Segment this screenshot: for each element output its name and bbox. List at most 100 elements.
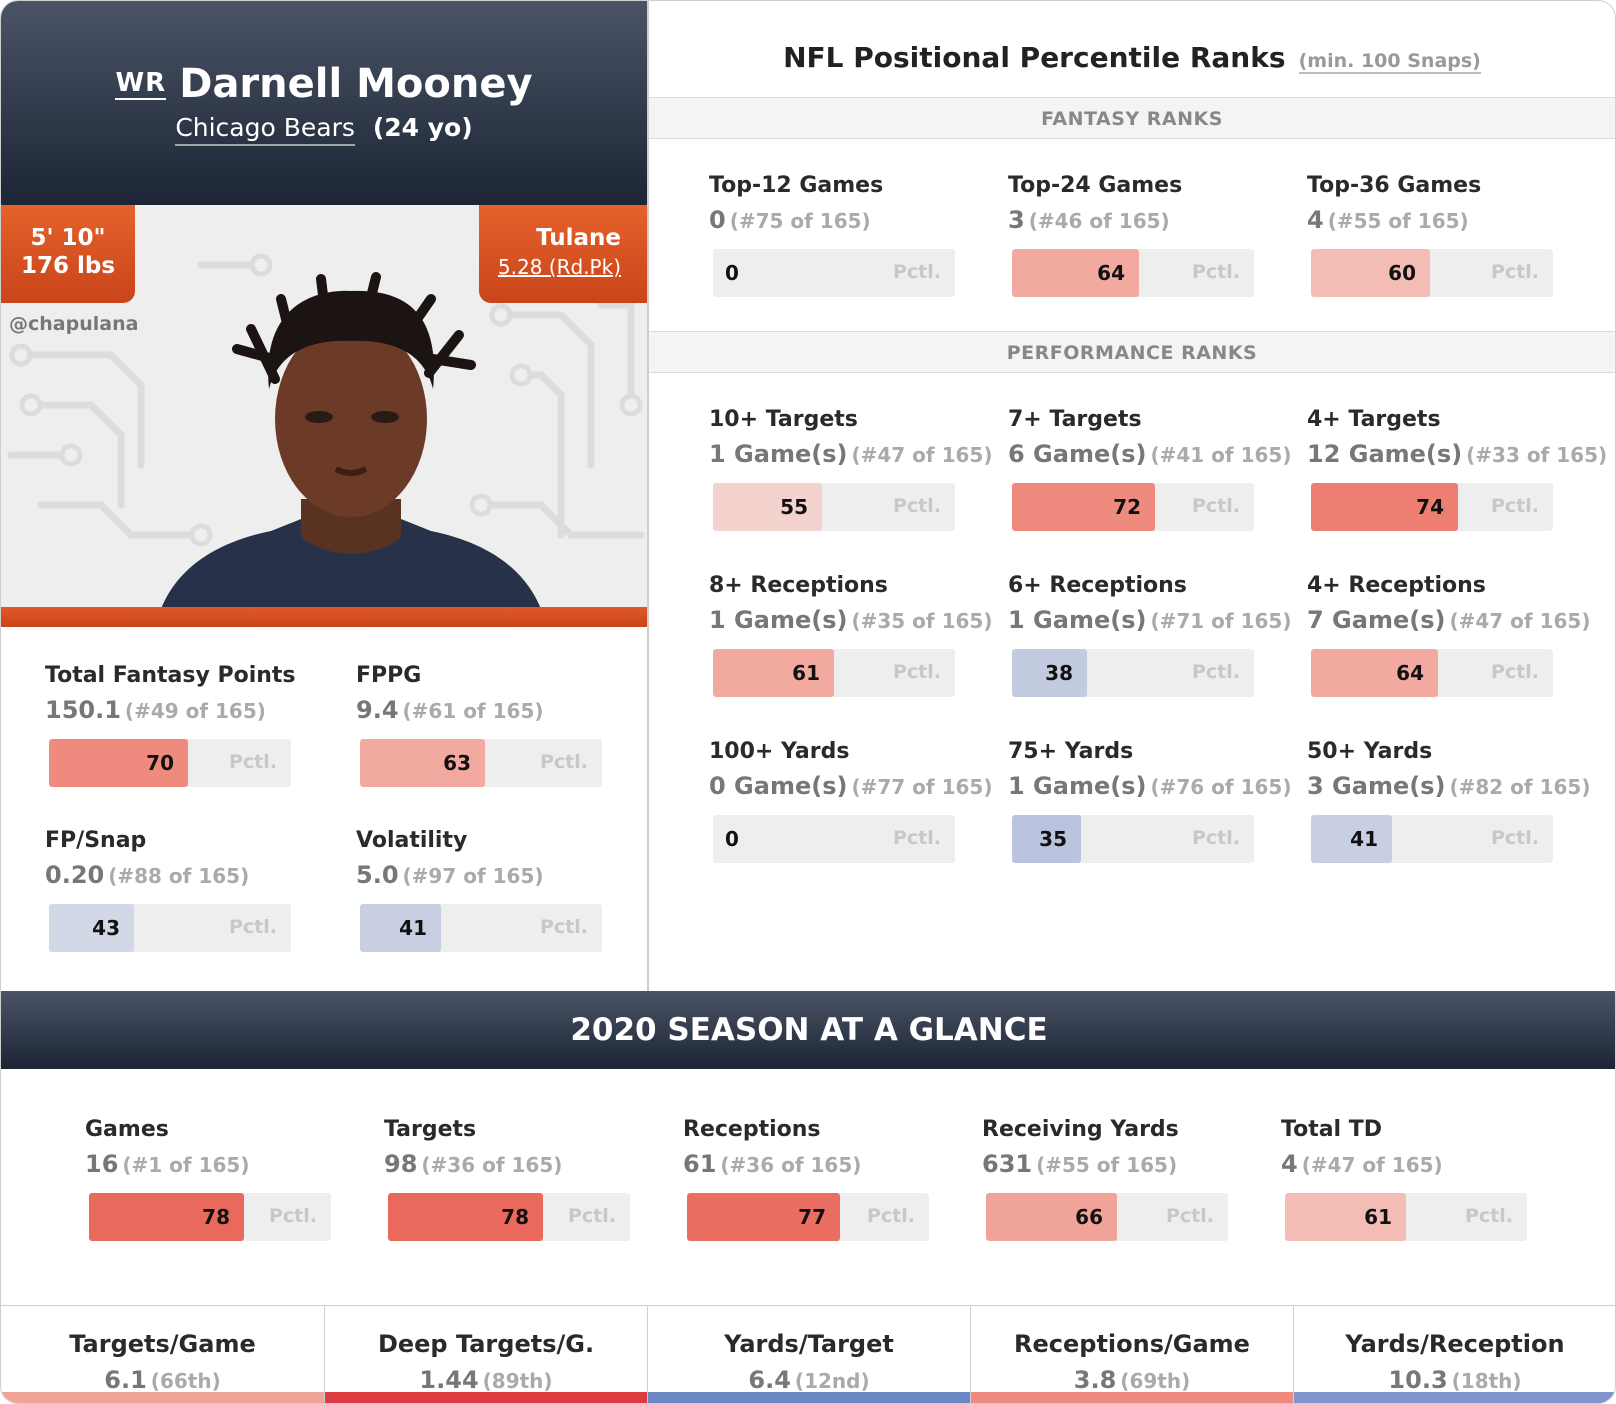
rank-value: 1 Game(s) (#76 of 165) <box>1008 772 1292 800</box>
percentile-value: 35 <box>1039 827 1067 851</box>
efficiency-label: Targets/Game <box>69 1330 256 1358</box>
rank-position: (#41 of 165) <box>1150 443 1292 467</box>
efficiency-value: 6.4 (12nd) <box>748 1366 870 1394</box>
stat-tile-fppg: FPPG 9.4 (#61 of 165) 63 Pctl. <box>356 663 606 803</box>
percentile-fill <box>360 904 441 952</box>
percentile-value: 70 <box>146 751 174 775</box>
percentile-bar: 41 Pctl. <box>360 904 602 952</box>
rank-tile-100-yards: 100+ Yards 0 Game(s) (#77 of 165) 0 Pctl. <box>709 739 993 879</box>
efficiency-value: 1.44 (89th) <box>419 1366 553 1394</box>
rank-position: (#47 of 165) <box>851 443 993 467</box>
rank-value: 1 Game(s) (#47 of 165) <box>709 440 993 468</box>
rank-label: 50+ Yards <box>1307 739 1433 764</box>
efficiency-label: Deep Targets/G. <box>377 1330 595 1358</box>
team-row: Chicago Bears (24 yo) <box>1 113 647 146</box>
rank-value: 1 Game(s) (#71 of 165) <box>1008 606 1292 634</box>
season-label: Games <box>85 1117 169 1142</box>
player-height: 5' 10" <box>30 225 106 251</box>
percentile-value: 64 <box>1097 261 1125 285</box>
vertical-divider <box>647 1 649 991</box>
player-college: Tulane <box>536 225 621 251</box>
efficiency-cell-targets-per-game: Targets/Game 6.1 (66th) <box>1 1306 324 1403</box>
pctl-label: Pctl. <box>866 1205 915 1227</box>
rank-position: (#47 of 165) <box>1449 609 1591 633</box>
pctl-label: Pctl. <box>539 916 588 938</box>
pctl-label: Pctl. <box>1490 495 1539 517</box>
efficiency-rank: (69th) <box>1120 1369 1191 1393</box>
percentile-value: 78 <box>202 1205 230 1229</box>
rank-position: (#33 of 165) <box>1466 443 1608 467</box>
rank-position: (#75 of 165) <box>729 209 871 233</box>
draft-pick-link[interactable]: 5.28 (Rd.Pk) <box>497 255 621 279</box>
rank-tile-top36: Top-36 Games 4 (#55 of 165) 60 Pctl. <box>1307 173 1557 313</box>
percentile-bar: 66 Pctl. <box>986 1193 1228 1241</box>
player-name-row: WR Darnell Mooney <box>1 61 647 107</box>
rank-tile-4-receptions: 4+ Receptions 7 Game(s) (#47 of 165) 64 Pc… <box>1307 573 1590 713</box>
rank-label: 6+ Receptions <box>1008 573 1187 598</box>
efficiency-rank: (12nd) <box>794 1369 870 1393</box>
season-label: Receiving Yards <box>982 1117 1179 1142</box>
rank-tile-top24: Top-24 Games 3 (#46 of 165) 64 Pctl. <box>1008 173 1258 313</box>
season-value: 631 (#55 of 165) <box>982 1150 1178 1178</box>
efficiency-cell-yards-per-target: Yards/Target 6.4 (12nd) <box>647 1306 970 1403</box>
team-link[interactable]: Chicago Bears <box>175 113 355 146</box>
rank-value: 4 (#55 of 165) <box>1307 206 1469 234</box>
pctl-label: Pctl. <box>228 751 277 773</box>
percentile-bar: 70 Pctl. <box>49 739 291 787</box>
percentile-value: 41 <box>1350 827 1378 851</box>
stat-label: FP/Snap <box>45 828 147 853</box>
percentile-fill <box>1311 483 1458 531</box>
percentile-value: 77 <box>798 1205 826 1229</box>
percentile-fill <box>89 1193 244 1241</box>
rank-position: (#46 of 165) <box>1028 209 1170 233</box>
efficiency-cell-deep-targets: Deep Targets/G. 1.44 (89th) <box>324 1306 647 1403</box>
season-value: 4 (#47 of 165) <box>1281 1150 1443 1178</box>
percentile-fill <box>1311 249 1430 297</box>
percentile-bar: 61 Pctl. <box>713 649 955 697</box>
percentile-bar: 63 Pctl. <box>360 739 602 787</box>
pctl-label: Pctl. <box>892 661 941 683</box>
performance-ranks-header: PERFORMANCE RANKS <box>649 331 1615 373</box>
percentile-fill <box>1012 249 1139 297</box>
percentile-value: 61 <box>1364 1205 1392 1229</box>
percentile-value: 78 <box>501 1205 529 1229</box>
fantasy-ranks-header: FANTASY RANKS <box>649 97 1615 139</box>
rank-value: 0 Game(s) (#77 of 165) <box>709 772 993 800</box>
min-snaps-note[interactable]: (min. 100 Snaps) <box>1298 50 1481 74</box>
efficiency-cell-receptions-per-game: Receptions/Game 3.8 (69th) <box>970 1306 1293 1403</box>
rank-tile-75-yards: 75+ Yards 1 Game(s) (#76 of 165) 35 Pctl. <box>1008 739 1292 879</box>
efficiency-rank: (89th) <box>482 1369 553 1393</box>
stat-tile-fp-per-snap: FP/Snap 0.20 (#88 of 165) 43 Pctl. <box>45 828 295 968</box>
stat-label: Total Fantasy Points <box>45 663 296 688</box>
stat-rank: (#88 of 165) <box>108 864 250 888</box>
percentile-value: 60 <box>1388 261 1416 285</box>
percentile-bar: 38 Pctl. <box>1012 649 1254 697</box>
efficiency-rank: (66th) <box>150 1369 221 1393</box>
percentile-value: 61 <box>792 661 820 685</box>
position-tag: WR <box>115 68 167 100</box>
rank-position: (#82 of 165) <box>1449 775 1591 799</box>
rank-value: 1 Game(s) (#35 of 165) <box>709 606 993 634</box>
pctl-label: Pctl. <box>1490 661 1539 683</box>
percentile-fill <box>1012 483 1155 531</box>
percentile-fill <box>713 483 822 531</box>
rank-label: 10+ Targets <box>709 407 858 432</box>
player-age: (24 yo) <box>372 113 473 142</box>
season-label: Receptions <box>683 1117 821 1142</box>
season-value: 98 (#36 of 165) <box>384 1150 563 1178</box>
pctl-label: Pctl. <box>1464 1205 1513 1227</box>
rank-label: Top-36 Games <box>1307 173 1482 198</box>
stat-tile-volatility: Volatility 5.0 (#97 of 165) 41 Pctl. <box>356 828 606 968</box>
rank-label: 7+ Targets <box>1008 407 1142 432</box>
efficiency-strip <box>971 1392 1293 1403</box>
percentile-value: 72 <box>1113 495 1141 519</box>
percentile-bar: 41 Pctl. <box>1311 815 1553 863</box>
efficiency-row: Targets/Game 6.1 (66th) Deep Targets/G. 1… <box>1 1305 1615 1403</box>
pctl-label: Pctl. <box>892 495 941 517</box>
player-weight: 176 lbs <box>20 253 116 279</box>
season-rank: (#1 of 165) <box>122 1153 250 1177</box>
percentile-bar: 78 Pctl. <box>89 1193 331 1241</box>
rank-value: 3 Game(s) (#82 of 165) <box>1307 772 1591 800</box>
stat-value: 5.0 (#97 of 165) <box>356 861 544 889</box>
